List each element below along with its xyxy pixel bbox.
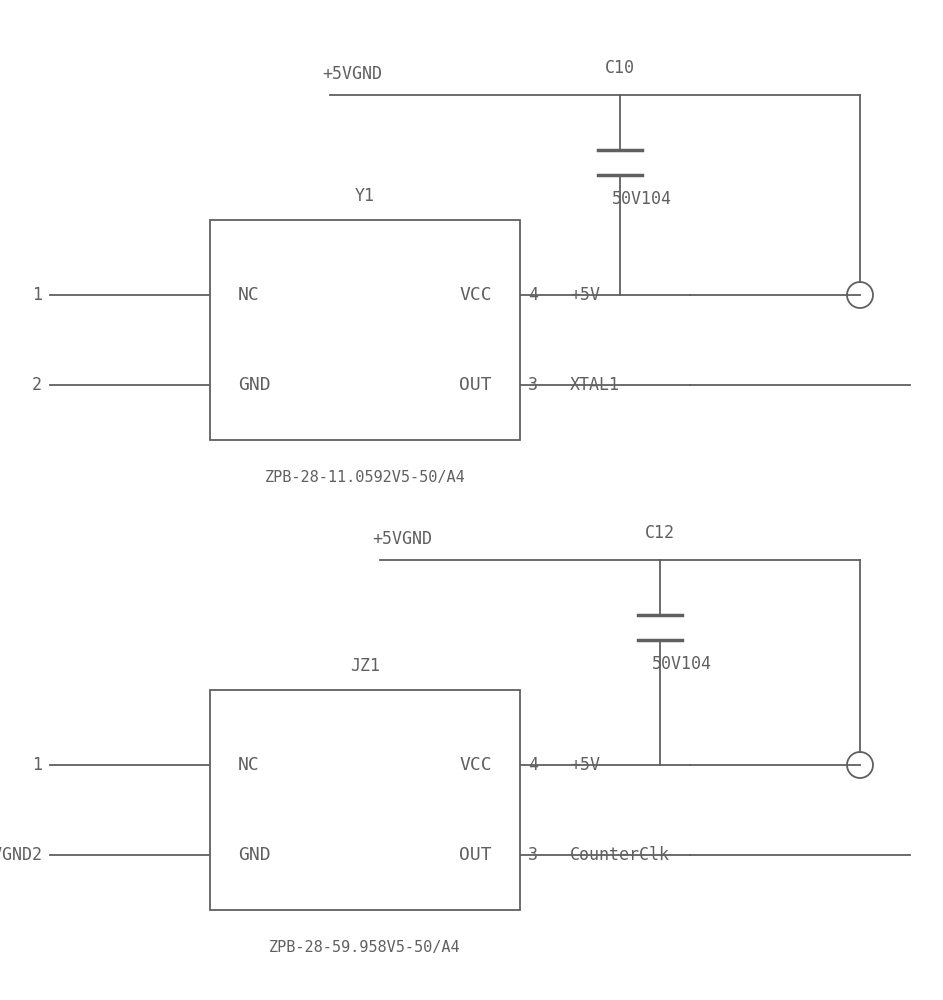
Text: Y1: Y1 <box>355 187 375 205</box>
Text: 3: 3 <box>528 376 538 394</box>
Text: 4: 4 <box>528 286 538 304</box>
Text: C10: C10 <box>605 59 635 77</box>
Bar <box>210 690 520 910</box>
Text: 2: 2 <box>32 846 42 864</box>
Text: 3: 3 <box>528 846 538 864</box>
Text: 50V104: 50V104 <box>612 190 672 208</box>
Text: +5V: +5V <box>570 756 600 774</box>
Text: +5VGND: +5VGND <box>372 530 432 548</box>
Text: VCC: VCC <box>459 286 492 304</box>
Text: C12: C12 <box>645 524 675 542</box>
Text: NC: NC <box>238 286 259 304</box>
Text: ZPB-28-11.0592V5-50/A4: ZPB-28-11.0592V5-50/A4 <box>265 470 466 485</box>
Text: OUT: OUT <box>459 846 492 864</box>
Text: +5VGND: +5VGND <box>0 846 32 864</box>
Text: VCC: VCC <box>459 756 492 774</box>
Text: +5V: +5V <box>570 286 600 304</box>
Text: 4: 4 <box>528 756 538 774</box>
Text: 50V104: 50V104 <box>652 655 712 673</box>
Text: GND: GND <box>238 846 271 864</box>
Text: CounterClk: CounterClk <box>570 846 670 864</box>
Text: 1: 1 <box>32 756 42 774</box>
Text: GND: GND <box>238 376 271 394</box>
Text: ZPB-28-59.958V5-50/A4: ZPB-28-59.958V5-50/A4 <box>269 940 461 955</box>
Text: JZ1: JZ1 <box>350 657 380 675</box>
Text: OUT: OUT <box>459 376 492 394</box>
Text: NC: NC <box>238 756 259 774</box>
Text: 2: 2 <box>32 376 42 394</box>
Text: XTAL1: XTAL1 <box>570 376 620 394</box>
Bar <box>210 220 520 440</box>
Text: +5VGND: +5VGND <box>322 65 382 83</box>
Text: 1: 1 <box>32 286 42 304</box>
